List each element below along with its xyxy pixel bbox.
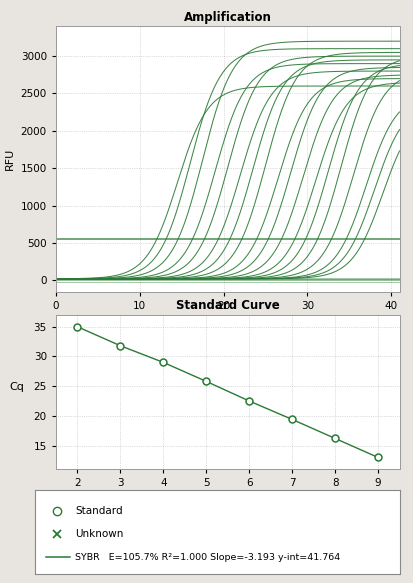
Text: Standard: Standard [75, 506, 123, 516]
Title: Standard Curve: Standard Curve [176, 299, 279, 312]
Y-axis label: Cq: Cq [9, 382, 24, 392]
Y-axis label: RFU: RFU [5, 147, 15, 170]
Text: Unknown: Unknown [75, 529, 123, 539]
X-axis label: Cycles: Cycles [209, 316, 245, 326]
Title: Amplification: Amplification [183, 10, 271, 24]
Text: SYBR   E=105.7% R²=1.000 Slope=-3.193 y-int=41.764: SYBR E=105.7% R²=1.000 Slope=-3.193 y-in… [75, 553, 340, 562]
X-axis label: Log Starting Quantity: Log Starting Quantity [167, 494, 287, 504]
